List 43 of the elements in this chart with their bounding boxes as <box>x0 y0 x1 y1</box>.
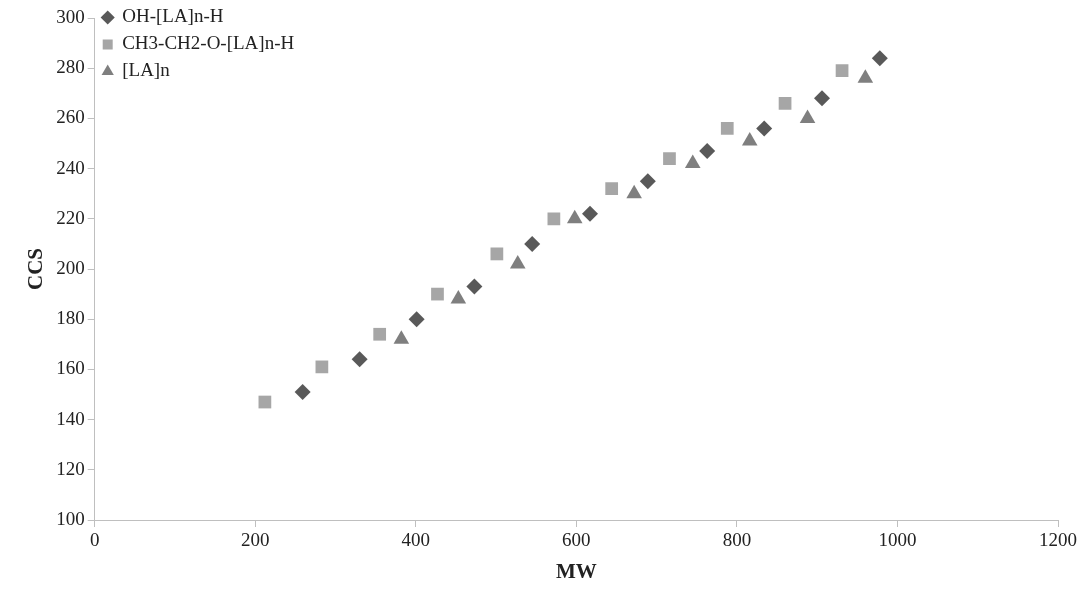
point <box>639 173 656 190</box>
point <box>582 205 598 222</box>
y-tick-label: 100 <box>56 507 85 529</box>
point <box>373 327 387 341</box>
legend-label: OH-[LA]n-H <box>122 5 224 27</box>
y-tick-label: 240 <box>56 156 85 178</box>
point <box>408 311 425 328</box>
x-tick-label: 0 <box>89 529 100 551</box>
point <box>605 182 619 196</box>
point <box>663 152 676 165</box>
y-tick-label: 300 <box>56 5 85 27</box>
x-tick-label: 1000 <box>878 529 917 551</box>
point <box>431 287 444 301</box>
point <box>871 50 888 67</box>
y-tick-label: 280 <box>56 56 85 78</box>
y-tick-label: 200 <box>56 256 85 278</box>
point <box>813 90 830 107</box>
x-tick-label: 1200 <box>1039 529 1077 551</box>
point <box>524 235 541 252</box>
point <box>778 96 792 110</box>
y-tick-label: 180 <box>56 307 85 329</box>
legend-label: CH3-CH2-O-[LA]n-H <box>122 32 295 54</box>
y-tick-label: 160 <box>56 357 85 379</box>
y-tick-label: 220 <box>56 206 85 228</box>
point <box>547 212 561 226</box>
point <box>720 122 734 135</box>
point <box>294 383 311 400</box>
point <box>756 120 773 137</box>
point <box>466 278 483 295</box>
y-tick-label: 260 <box>56 106 85 128</box>
x-tick-label: 600 <box>562 529 591 551</box>
point <box>699 143 716 160</box>
point <box>835 64 849 78</box>
point <box>351 351 368 368</box>
point <box>450 290 467 304</box>
y-tick-label: 140 <box>56 407 85 429</box>
legend-label: [LA]n <box>122 59 171 81</box>
x-axis-title: MW <box>555 558 597 583</box>
x-tick-label: 200 <box>241 529 270 551</box>
y-axis-title: CCS <box>23 247 48 291</box>
x-tick-label: 400 <box>401 529 431 551</box>
y-tick-label: 120 <box>56 457 85 479</box>
x-tick-label: 800 <box>722 529 752 551</box>
